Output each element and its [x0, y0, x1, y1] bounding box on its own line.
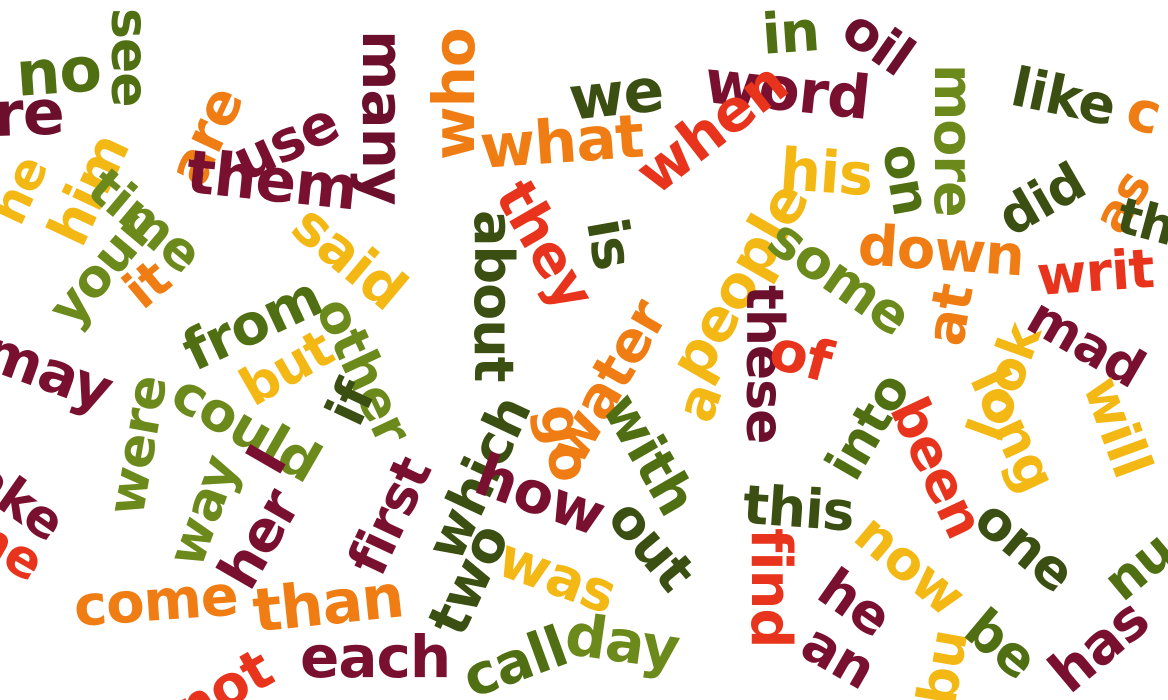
word-who: who — [420, 28, 488, 160]
word-not: not — [162, 636, 284, 700]
word-come: come — [71, 563, 240, 640]
word-re: re — [0, 75, 65, 151]
word-of: of — [762, 317, 839, 396]
word-see: see — [99, 8, 159, 107]
word-may: may — [0, 315, 122, 425]
word-a: a — [663, 374, 735, 430]
word-many: many — [349, 30, 417, 205]
word-at: at — [913, 279, 986, 351]
word-is: is — [572, 213, 646, 275]
word-down: down — [855, 213, 1027, 290]
word-has: has — [1036, 586, 1162, 700]
word-like: like — [1005, 55, 1121, 139]
word-about: about — [462, 210, 525, 382]
word-were: were — [96, 371, 180, 520]
word-each: each — [300, 623, 451, 691]
word-c-edge: c — [1119, 77, 1168, 149]
word-day: day — [561, 600, 684, 684]
word-what: what — [477, 101, 646, 183]
word-find: find — [738, 528, 803, 648]
word-on: on — [869, 139, 942, 220]
word-will: will — [1070, 368, 1165, 486]
